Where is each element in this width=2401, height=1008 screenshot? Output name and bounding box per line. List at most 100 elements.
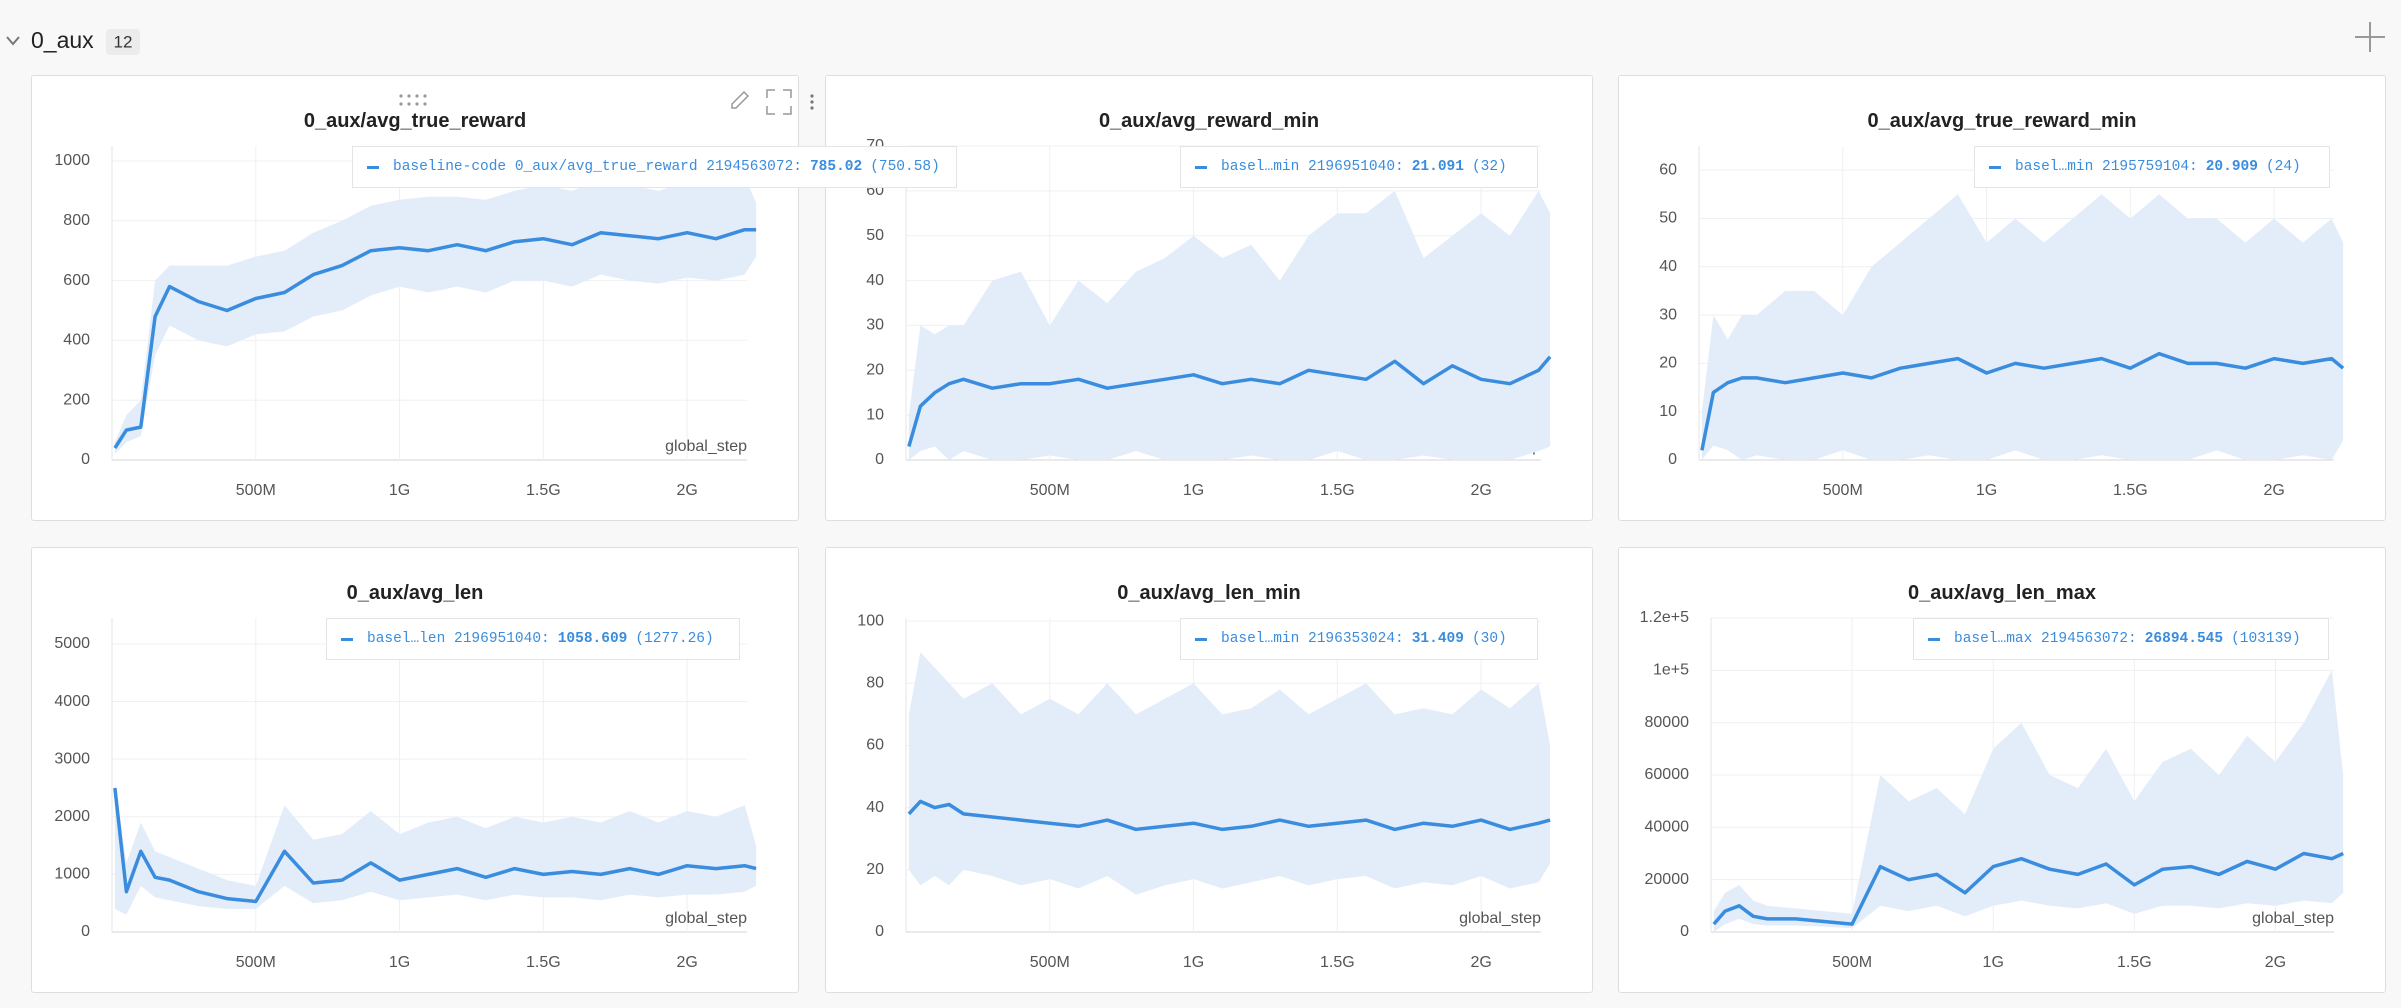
tooltip-value: 31.409 <box>1411 631 1464 647</box>
y-tick-label: 600 <box>63 272 90 289</box>
y-tick-label: 10 <box>866 406 884 423</box>
tooltip: basel…min 2196353024: 31.409 (30) <box>1180 618 1538 660</box>
tooltip-raw: (750.58) <box>870 159 940 175</box>
edit-icon[interactable] <box>731 90 750 109</box>
y-tick-label: 10 <box>1659 403 1677 420</box>
chart: 0 1000 2000 3000 4000 5000 500M 1G 1.5G 2G global_… <box>54 618 757 971</box>
fullscreen-icon[interactable] <box>766 89 792 115</box>
y-tick-label: 30 <box>1659 306 1677 323</box>
y-tick-label: 60 <box>866 737 884 754</box>
x-axis-label: global_step <box>665 438 747 455</box>
x-tick-label: 1.5G <box>1320 954 1355 971</box>
chart: 0 20000 40000 60000 80000 1e+5 1.2e+5 500M 1G 1.5… <box>1640 609 2344 971</box>
tooltip: basel…min 2195759104: 20.909 (24) <box>1974 146 2330 188</box>
x-tick-label: 1.5G <box>2117 954 2152 971</box>
y-tick-label: 20 <box>866 362 884 379</box>
add-panel-icon[interactable] <box>2355 22 2385 52</box>
range-band <box>1701 194 2344 461</box>
y-tick-label: 20 <box>866 861 884 878</box>
series-line <box>113 227 757 449</box>
drag-handle-dot <box>407 94 411 98</box>
series-line <box>907 355 1552 447</box>
x-axis-label: global_step <box>1459 910 1541 927</box>
tooltip-value: 21.091 <box>1411 159 1464 175</box>
x-tick-label: 1G <box>1983 954 2004 971</box>
y-tick-label: 100 <box>857 612 884 629</box>
tooltip: baseline-code 0_aux/avg_true_reward 2194… <box>352 146 957 188</box>
tooltip-value: 20.909 <box>2205 159 2258 175</box>
series-line <box>1700 351 2345 451</box>
y-tick-label: 20 <box>1659 355 1677 372</box>
x-tick-label: 1.5G <box>526 482 561 499</box>
y-tick-label: 200 <box>63 391 90 408</box>
tooltip-raw: (32) <box>1471 159 1507 175</box>
panel-title: 0_aux/avg_len_min <box>1117 582 1301 604</box>
y-tick-label: 0 <box>875 451 884 468</box>
x-tick-label: 1.5G <box>2113 482 2148 499</box>
tooltip-value: 26894.545 <box>2144 631 2224 647</box>
panel-title: 0_aux/avg_len <box>346 582 484 604</box>
y-tick-label: 60000 <box>1645 766 1690 783</box>
y-tick-label: 800 <box>63 212 90 229</box>
tooltip-swatch <box>1195 637 1207 641</box>
x-tick-label: 2G <box>1470 482 1491 499</box>
x-tick-label: 1G <box>389 954 410 971</box>
x-tick-label: 500M <box>236 482 276 499</box>
x-axis-label: global_step <box>2252 910 2334 927</box>
x-tick-label: 1.5G <box>526 954 561 971</box>
tooltip: basel…max 2194563072: 26894.545 (103139) <box>1913 618 2329 660</box>
tooltip-swatch <box>341 637 353 641</box>
panel-title: 0_aux/avg_true_reward_min <box>1867 110 2137 132</box>
y-tick-label: 40 <box>866 799 884 816</box>
y-tick-label: 0 <box>1680 923 1689 940</box>
x-tick-label: 500M <box>1832 954 1872 971</box>
x-tick-label: 2G <box>676 954 697 971</box>
y-tick-label: 1000 <box>54 152 90 169</box>
range-band <box>114 175 757 454</box>
chart-panel: 0_aux/avg_true_reward_min basel…min 21957… <box>1618 75 2386 521</box>
y-tick-label: 0 <box>81 923 90 940</box>
drag-handle-dot <box>407 102 411 106</box>
x-tick-label: 2G <box>2265 954 2286 971</box>
x-tick-label: 500M <box>1030 482 1070 499</box>
y-tick-label: 80000 <box>1645 714 1690 731</box>
tooltip-swatch <box>1989 165 2001 169</box>
tooltip-label: basel…min 2196951040: <box>1221 159 1404 175</box>
tooltip-value: 785.02 <box>809 159 863 175</box>
chart-panel: 0_aux/avg_len_max basel…max 2194563072: 26… <box>1618 547 2386 993</box>
tooltip: basel…min 2196951040: 21.091 (32) <box>1180 146 1538 188</box>
menu-dot[interactable] <box>810 106 814 110</box>
tooltip-value: 1058.609 <box>557 631 628 647</box>
y-tick-label: 1.2e+5 <box>1640 609 1689 626</box>
tooltip-raw: (103139) <box>2231 631 2301 647</box>
range-band <box>1713 670 2344 932</box>
chart-panel: 0_aux/avg_true_reward baseline-code 0_aux… <box>31 75 957 521</box>
tooltip: basel…len 2196951040: 1058.609 (1277.26) <box>326 618 740 660</box>
series-line <box>1712 851 2344 926</box>
drag-handle-dot <box>423 102 427 106</box>
drag-handle-dot <box>399 102 403 106</box>
x-tick-label: 1G <box>1976 482 1997 499</box>
x-tick-label: 1.5G <box>1320 482 1355 499</box>
x-tick-label: 2G <box>1470 954 1491 971</box>
range-band <box>908 652 1551 895</box>
series-line <box>907 799 1551 832</box>
y-tick-label: 40000 <box>1645 819 1690 836</box>
count-badge <box>106 29 140 55</box>
drag-handle-dot <box>423 94 427 98</box>
y-tick-label: 0 <box>1668 451 1677 468</box>
x-tick-label: 500M <box>236 954 276 971</box>
collapse-chevron[interactable] <box>6 36 20 46</box>
y-tick-label: 1000 <box>54 866 90 883</box>
y-tick-label: 60 <box>1659 161 1677 178</box>
x-tick-label: 1G <box>1183 954 1204 971</box>
menu-dot[interactable] <box>810 100 814 104</box>
y-tick-label: 30 <box>866 317 884 334</box>
chart-panel: 0_aux/avg_len_min basel…min 2196353024: 31… <box>825 547 1593 993</box>
menu-dot[interactable] <box>810 94 814 98</box>
section-title: 0_aux <box>31 27 94 53</box>
drag-handle-dot <box>415 94 419 98</box>
